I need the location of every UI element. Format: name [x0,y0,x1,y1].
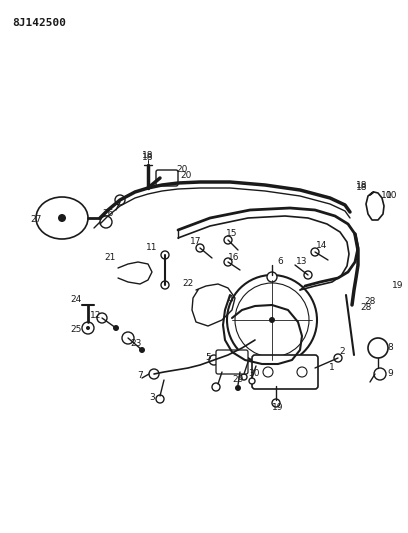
Text: 19: 19 [272,403,284,413]
Circle shape [97,313,107,323]
Text: 2: 2 [339,348,345,357]
Circle shape [161,251,169,259]
Text: 3: 3 [149,393,155,402]
Text: 28: 28 [364,297,376,306]
Text: 20: 20 [180,171,192,180]
Text: 9: 9 [387,369,393,378]
Text: 17: 17 [190,238,202,246]
Text: 23: 23 [130,340,142,349]
Circle shape [267,272,277,282]
Text: 8J142500: 8J142500 [12,18,66,28]
Text: 18: 18 [356,182,368,190]
Ellipse shape [36,197,88,239]
Text: 18: 18 [142,150,154,159]
Text: 14: 14 [316,241,328,251]
Circle shape [269,317,275,323]
Text: 26: 26 [102,209,114,219]
Circle shape [196,244,204,252]
Circle shape [224,236,232,244]
Circle shape [149,369,159,379]
FancyBboxPatch shape [156,170,178,186]
Text: 28: 28 [360,303,372,312]
FancyBboxPatch shape [252,355,318,389]
Text: 6: 6 [277,257,283,266]
Text: 8: 8 [387,343,393,352]
Text: 10: 10 [381,190,393,199]
Circle shape [58,214,66,222]
Text: 25: 25 [70,326,82,335]
Circle shape [272,399,280,407]
Text: 20: 20 [176,166,188,174]
Circle shape [156,395,164,403]
Circle shape [86,326,90,330]
Text: 12: 12 [90,311,102,320]
Text: 29: 29 [232,376,244,384]
Circle shape [224,258,232,266]
Text: 5: 5 [205,353,211,362]
FancyBboxPatch shape [216,350,248,374]
Text: 11: 11 [146,244,158,253]
Text: 21: 21 [104,254,116,262]
Circle shape [235,385,241,391]
Circle shape [212,383,220,391]
Circle shape [241,374,247,380]
Text: 27: 27 [30,215,42,224]
Text: 15: 15 [226,230,238,238]
Text: 24: 24 [70,295,82,304]
Circle shape [334,354,342,362]
Circle shape [115,195,125,205]
Text: 13: 13 [296,257,308,266]
Text: 16: 16 [228,254,240,262]
Circle shape [100,216,112,228]
Text: 22: 22 [182,279,194,288]
Text: 7: 7 [137,372,143,381]
Text: 18: 18 [356,183,368,192]
Circle shape [311,248,319,256]
Circle shape [113,325,119,331]
Text: 4: 4 [227,295,233,304]
Circle shape [249,378,255,384]
Circle shape [304,271,312,279]
Circle shape [209,355,219,365]
Text: 10: 10 [386,190,398,199]
Text: 19: 19 [392,281,404,290]
Circle shape [374,368,386,380]
Circle shape [227,275,317,365]
Circle shape [161,281,169,289]
Text: 18: 18 [142,152,154,161]
Text: 1: 1 [329,364,335,373]
Text: 30: 30 [248,369,260,378]
Circle shape [139,347,145,353]
Circle shape [368,338,388,358]
